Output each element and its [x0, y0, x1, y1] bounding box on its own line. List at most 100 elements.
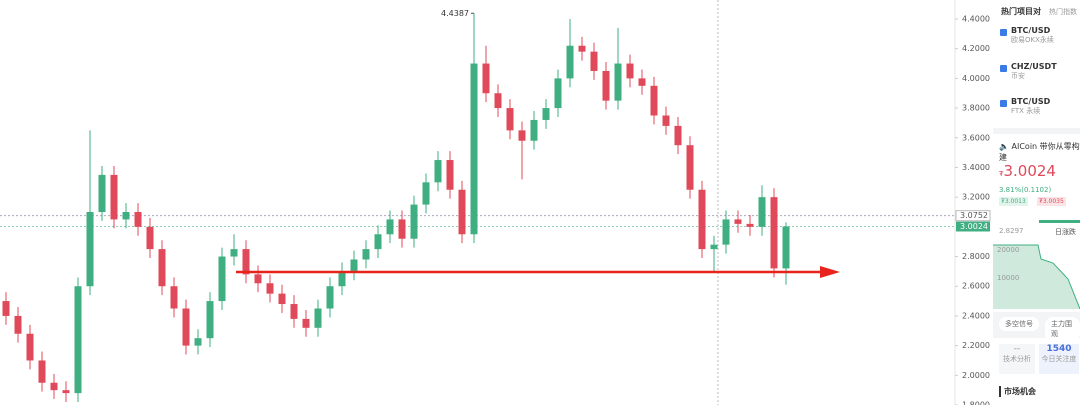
pair-exchange: FTX 永续: [1011, 107, 1041, 115]
pair-exchange: 币安: [1011, 72, 1025, 80]
candle-body: [554, 78, 562, 109]
y-tick-label: 2.8000: [962, 252, 990, 261]
price-tag-label: 3.0752: [960, 211, 988, 220]
candle-body: [686, 145, 694, 190]
stat-value: --: [1013, 344, 1021, 354]
candle-body: [374, 234, 382, 250]
candle-body: [758, 197, 766, 227]
candle-body: [62, 390, 70, 394]
candle-body: [614, 63, 622, 101]
ticker: 🔈 AICoin 带你从零构建 ₮3.0024 3.81%(0.1102) ₮3…: [993, 134, 1080, 312]
stat-label: 今日关注度: [1041, 355, 1077, 363]
candle-body: [326, 286, 334, 309]
candle-body: [722, 219, 730, 245]
candle-body: [734, 219, 742, 224]
pair[interactable]: CHZ/USDT 币安: [1000, 62, 1063, 81]
y-tick-label: 3.6000: [962, 133, 990, 142]
y-tick-label: 1.8000: [962, 401, 990, 406]
candle-body: [482, 63, 490, 94]
candle-body: [110, 174, 118, 220]
currency: ₮: [999, 170, 1004, 178]
button[interactable]: 主力围观: [1045, 317, 1080, 341]
candle-body: [254, 274, 262, 284]
y-tick-label: 2.2000: [962, 341, 990, 350]
high-annotation: 4.4387: [441, 9, 469, 18]
candle-body: [146, 226, 154, 250]
notice-text: AICoin 带你从零构建: [999, 142, 1080, 162]
candle-body: [170, 286, 178, 309]
stats: -- 技术分析 1540 今日关注度 市场机会: [993, 338, 1080, 405]
candle-body: [74, 286, 82, 394]
bid: ₮3.0013: [999, 197, 1028, 206]
y-tick-label: 4.4000: [962, 15, 990, 24]
candle-body: [362, 249, 370, 260]
depth-label: 20000: [997, 246, 1020, 254]
change: 3.81%(0.1102): [999, 186, 1052, 194]
candle-body: [206, 301, 214, 339]
drawn-arrow: [236, 266, 840, 278]
candle-body: [698, 189, 706, 250]
candle-body: [182, 308, 190, 346]
candle-body: [26, 333, 34, 361]
candle-body: [434, 160, 442, 183]
candle-body: [242, 249, 250, 275]
period-tab[interactable]: 日涨跌: [1055, 228, 1076, 236]
candle-body: [470, 63, 478, 235]
y-tick-label: 3.8000: [962, 104, 990, 113]
pair-symbol: BTC/USD: [1011, 97, 1051, 106]
candle-body: [14, 315, 22, 334]
notice: 🔈 AICoin 带你从零构建: [999, 142, 1080, 162]
stat: -- 技术分析: [999, 344, 1035, 374]
y-tick-label: 4.2000: [962, 44, 990, 53]
candle-body: [302, 318, 310, 328]
y-tick-label: 3.2000: [962, 193, 990, 202]
depth-area: [993, 245, 1080, 309]
stat-label: 技术分析: [1003, 355, 1031, 363]
candle-body: [542, 108, 550, 120]
candle-body: [650, 85, 658, 116]
candle-body: [2, 301, 10, 316]
stat: 1540 今日关注度: [1039, 344, 1079, 374]
candle-body: [446, 160, 454, 190]
ask: ₮3.0035: [1037, 197, 1066, 206]
candle-body: [98, 174, 106, 213]
tab-indicator: [1039, 220, 1080, 223]
candle-body: [518, 130, 526, 141]
section-title: 市场机会: [999, 386, 1036, 397]
candle-body: [398, 219, 406, 239]
stat-value: 1540: [1046, 344, 1072, 354]
price-tag-label: 3.0024: [960, 222, 988, 231]
price-tag: [955, 210, 991, 222]
tab[interactable]: 热门指数: [1049, 8, 1077, 16]
candle-body: [50, 382, 58, 391]
candle-body: [122, 212, 130, 220]
candle-body: [782, 226, 790, 269]
sidebar: 热门项目对 热门指数 BTC/USD 欧易OKX永续 CHZ/USDT 币安 BTC…: [993, 0, 1080, 405]
candle-body: [662, 115, 670, 126]
sidebar-title: 热门项目对: [1001, 7, 1041, 16]
price-value: 3.0024: [1003, 162, 1056, 180]
pair[interactable]: BTC/USD FTX 永续: [1000, 97, 1063, 116]
button[interactable]: 多空信号: [999, 317, 1039, 331]
candle-body: [602, 70, 610, 101]
candle-body: [626, 63, 634, 79]
candle-body: [134, 212, 142, 227]
pair-exchange: 欧易OKX永续: [1011, 36, 1054, 44]
y-tick-label: 4.0000: [962, 74, 990, 83]
pair[interactable]: BTC/USD 欧易OKX永续: [1000, 26, 1063, 45]
candle-body: [386, 219, 394, 235]
price-tag: [956, 221, 990, 232]
candle-body: [350, 259, 358, 272]
candle-body: [218, 256, 226, 302]
depth-label: 10000: [997, 274, 1020, 282]
candle-body: [266, 283, 274, 294]
depth-chart: [993, 244, 1080, 309]
candle-body: [530, 119, 538, 141]
y-tick-label: 2.6000: [962, 282, 990, 291]
arrow-head: [820, 266, 840, 278]
candle-body: [566, 45, 574, 79]
candle-body: [710, 244, 718, 250]
price: ₮3.0024: [999, 162, 1056, 180]
candle-body: [86, 212, 94, 287]
